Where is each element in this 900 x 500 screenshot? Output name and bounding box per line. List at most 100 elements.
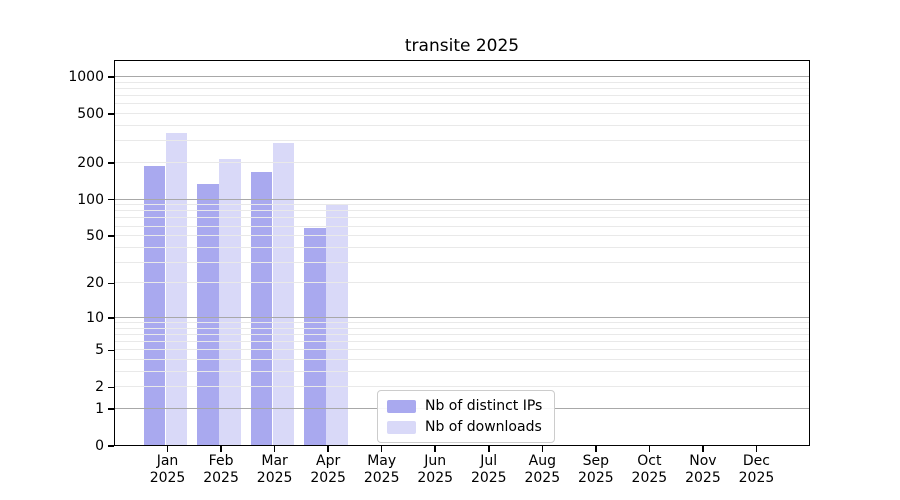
- bar-downloads-jan: [165, 133, 188, 446]
- x-tick-month: Nov: [689, 453, 717, 469]
- y-tick-mark: [107, 445, 114, 447]
- minor-gridline: [114, 210, 810, 212]
- legend-swatch-downloads: [387, 420, 416, 434]
- y-tick-mark: [107, 386, 114, 389]
- legend-item-downloads: Nb of downloads: [387, 419, 542, 435]
- x-tick-year: 2025: [363, 470, 400, 486]
- minor-gridline: [114, 95, 810, 97]
- y-tick-label: 1000: [68, 69, 104, 86]
- y-tick-label: 50: [86, 228, 104, 245]
- x-tick-month: Apr: [316, 453, 341, 469]
- minor-gridline: [114, 246, 810, 248]
- x-tick-mark: [434, 446, 436, 452]
- minor-gridline: [114, 217, 810, 219]
- x-tick-month: Dec: [742, 453, 770, 469]
- minor-gridline: [114, 359, 810, 361]
- y-tick-mark: [107, 235, 114, 237]
- x-tick-month: May: [367, 453, 397, 469]
- x-tick-year: 2025: [256, 470, 293, 486]
- bar-downloads-feb: [219, 159, 241, 446]
- y-tick-label: 500: [77, 106, 104, 123]
- x-tick-label: Jun 2025: [417, 453, 453, 487]
- x-tick-year: 2025: [470, 470, 507, 486]
- x-tick-mark: [648, 446, 651, 452]
- y-tick-label: 5: [95, 342, 104, 359]
- x-tick-label: Jul 2025: [471, 453, 507, 487]
- minor-gridline: [114, 282, 810, 284]
- legend-swatch-distinct-ips: [387, 399, 416, 413]
- minor-gridline: [114, 81, 810, 83]
- bar-downloads-mar: [272, 143, 295, 446]
- chart-title: transite 2025: [404, 36, 520, 56]
- y-tick-mark: [107, 113, 114, 115]
- x-tick-label: Apr 2025: [310, 453, 346, 487]
- x-tick-label: May 2025: [364, 453, 400, 487]
- major-gridline: [114, 198, 810, 200]
- y-tick-mark: [107, 349, 114, 352]
- y-tick-mark: [107, 317, 114, 319]
- x-tick-month: Feb: [208, 453, 234, 469]
- x-tick-month: Sep: [582, 453, 610, 469]
- x-tick-mark: [273, 446, 276, 452]
- y-tick-label: 200: [77, 154, 104, 171]
- x-tick-year: 2025: [203, 470, 239, 486]
- legend-label-distinct-ips: Nb of distinct IPs: [425, 398, 543, 414]
- minor-gridline: [114, 140, 810, 142]
- x-tick-mark: [702, 446, 704, 452]
- minor-gridline: [114, 349, 810, 351]
- minor-gridline: [114, 103, 810, 105]
- x-tick-year: 2025: [631, 470, 668, 486]
- x-tick-year: 2025: [310, 470, 346, 486]
- minor-gridline: [114, 327, 810, 329]
- minor-gridline: [114, 161, 810, 163]
- x-tick-mark: [488, 446, 490, 452]
- y-tick-mark: [107, 76, 114, 78]
- x-tick-mark: [380, 446, 383, 452]
- y-tick-mark: [107, 198, 114, 201]
- x-tick-month: Jan: [156, 453, 179, 469]
- legend-item-distinct-ips: Nb of distinct IPs: [387, 398, 542, 414]
- x-tick-label: Mar 2025: [257, 453, 293, 487]
- y-tick-label: 100: [77, 191, 104, 208]
- x-tick-year: 2025: [524, 470, 561, 486]
- y-tick-mark: [107, 162, 114, 164]
- minor-gridline: [114, 261, 810, 263]
- y-tick-label: 20: [86, 275, 104, 292]
- y-tick-label: 10: [86, 309, 104, 326]
- x-tick-month: Jun: [424, 453, 447, 469]
- x-tick-label: Aug 2025: [524, 453, 560, 487]
- x-tick-year: 2025: [149, 470, 186, 486]
- x-tick-mark: [220, 446, 222, 452]
- x-tick-year: 2025: [738, 470, 775, 486]
- x-tick-mark: [166, 446, 169, 452]
- legend-label-downloads: Nb of downloads: [425, 419, 542, 435]
- bar-distinct-ips-jan: [143, 165, 166, 446]
- minor-gridline: [114, 235, 810, 237]
- x-tick-mark: [755, 446, 758, 452]
- y-tick-label: 1: [95, 400, 104, 417]
- minor-gridline: [114, 113, 810, 115]
- plot-area: Nb of distinct IPs Nb of downloads 0 1 2 5 1…: [68, 60, 810, 486]
- x-tick-mark: [327, 446, 329, 452]
- y-tick-label: 2: [95, 379, 104, 396]
- x-tick-label: Nov 2025: [685, 453, 721, 487]
- y-tick-mark: [107, 282, 114, 285]
- x-tick-month: Oct: [637, 453, 662, 469]
- x-tick-year: 2025: [417, 470, 454, 486]
- major-gridline: [114, 76, 810, 78]
- bar-distinct-ips-feb: [197, 183, 219, 446]
- minor-gridline: [114, 334, 810, 335]
- x-tick-month: Mar: [261, 453, 288, 469]
- legend: Nb of distinct IPs Nb of downloads: [377, 390, 556, 443]
- y-tick-mark: [107, 408, 114, 410]
- x-tick-label: Feb 2025: [203, 453, 239, 487]
- major-gridline: [114, 317, 810, 318]
- minor-gridline: [114, 322, 810, 324]
- bar-distinct-ips-mar: [250, 171, 273, 446]
- x-tick-label: Jan 2025: [150, 453, 186, 487]
- minor-gridline: [114, 386, 810, 388]
- x-tick-year: 2025: [578, 470, 614, 486]
- x-tick-month: Aug: [528, 453, 556, 469]
- x-tick-mark: [595, 446, 597, 452]
